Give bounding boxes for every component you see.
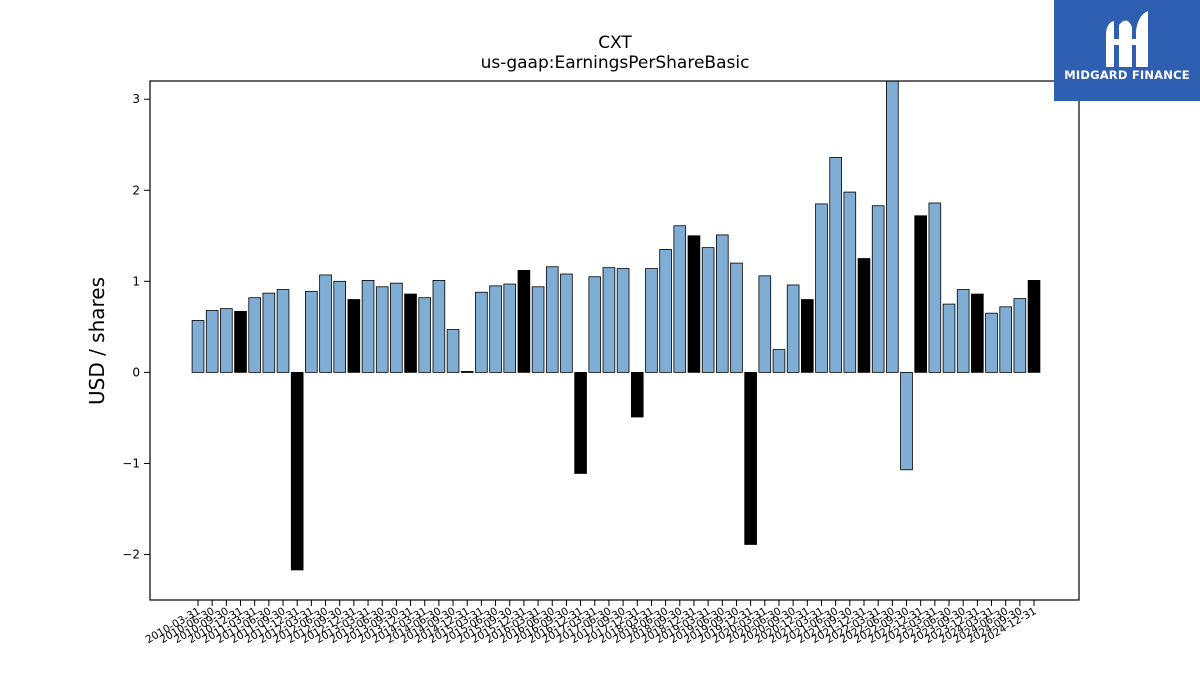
bars-group — [191, 80, 1041, 571]
bar-2024-09-30 — [1013, 298, 1027, 373]
bar-2011-12-31 — [290, 371, 304, 571]
bar-2013-03-31 — [361, 280, 375, 373]
bar-2023-09-30 — [956, 289, 970, 373]
bar-2023-03-31 — [928, 202, 942, 373]
bar-2017-06-30 — [602, 267, 616, 373]
bar-2020-12-31 — [801, 299, 814, 373]
bar-2017-03-31 — [588, 276, 602, 373]
bar-2013-09-30 — [390, 282, 403, 373]
bar-2020-06-30 — [772, 349, 786, 373]
bar-2010-09-30 — [220, 308, 233, 373]
bar-2016-06-30 — [545, 266, 559, 373]
bar-2019-09-30 — [730, 262, 743, 373]
bar-2011-09-30 — [276, 289, 290, 373]
bar-2014-09-30 — [446, 329, 460, 373]
bar-2014-12-31 — [460, 371, 474, 373]
y-tick-label: 2 — [132, 183, 140, 197]
bar-2019-03-31 — [701, 247, 715, 373]
bar-2019-06-30 — [715, 234, 729, 373]
bar-2015-09-30 — [503, 283, 517, 373]
bar-2017-09-30 — [616, 268, 630, 373]
bar-2015-03-31 — [475, 291, 488, 373]
bar-2022-09-30 — [900, 371, 913, 471]
bar-2016-03-31 — [531, 286, 545, 373]
plot-frame — [149, 80, 1080, 601]
bar-2013-12-31 — [404, 293, 417, 373]
bar-2022-03-31 — [871, 205, 885, 373]
bar-2016-12-31 — [574, 371, 587, 474]
bar-2012-12-31 — [347, 299, 361, 373]
chart-title: CXT — [598, 33, 632, 53]
bar-2020-09-30 — [786, 284, 800, 373]
bar-2021-06-30 — [829, 157, 842, 373]
bar-2018-09-30 — [673, 225, 687, 373]
bar-2012-09-30 — [333, 280, 346, 373]
y-tick-label: 1 — [132, 274, 140, 288]
bar-2021-03-31 — [815, 203, 828, 373]
y-tick-label: 0 — [132, 365, 140, 379]
bar-2024-06-30 — [999, 306, 1012, 373]
bar-2014-06-30 — [432, 280, 446, 373]
bar-2010-03-31 — [191, 320, 205, 373]
y-tick-label: −1 — [122, 456, 140, 470]
bar-2011-03-31 — [248, 297, 261, 373]
bar-2016-09-30 — [560, 273, 573, 373]
bar-2015-06-30 — [489, 285, 502, 373]
bar-2023-12-31 — [971, 293, 984, 373]
bar-2018-06-30 — [659, 249, 672, 373]
y-tick-label: 3 — [132, 92, 140, 106]
midgard-m-logo-icon — [1106, 11, 1148, 68]
bar-2015-12-31 — [517, 269, 531, 373]
bar-2020-03-31 — [758, 275, 772, 373]
bar-2012-06-30 — [319, 274, 332, 373]
bar-2010-06-30 — [205, 310, 219, 373]
bar-2013-06-30 — [375, 286, 389, 373]
chart-subtitle: us-gaap:EarningsPerShareBasic — [481, 53, 750, 73]
y-axis-label: USD / shares — [85, 277, 109, 405]
bar-2021-12-31 — [857, 258, 871, 373]
y-tick-label: −2 — [122, 547, 140, 561]
x-axis: 2010-03-312010-06-302010-09-302010-12-31… — [144, 600, 1039, 646]
bar-2014-03-31 — [418, 297, 432, 373]
bar-2021-09-30 — [843, 191, 857, 373]
bar-2010-12-31 — [234, 310, 247, 373]
bar-2024-03-31 — [985, 312, 998, 373]
bar-2019-12-31 — [744, 371, 757, 545]
bar-2022-06-30 — [886, 80, 899, 373]
brand-logo: MIDGARD FINANCE — [1054, 0, 1200, 101]
bar-2018-12-31 — [687, 235, 701, 373]
bar-2017-12-31 — [630, 371, 644, 418]
bar-2011-06-30 — [262, 292, 276, 373]
brand-name: MIDGARD FINANCE — [1064, 68, 1190, 82]
bar-2022-12-31 — [914, 215, 927, 373]
bar-2012-03-31 — [305, 290, 318, 373]
bar-2024-12-31 — [1027, 280, 1041, 373]
bar-2023-06-30 — [942, 303, 956, 373]
y-axis: −2 −1 0 1 2 3 — [122, 92, 150, 561]
bar-2018-03-31 — [645, 268, 658, 373]
